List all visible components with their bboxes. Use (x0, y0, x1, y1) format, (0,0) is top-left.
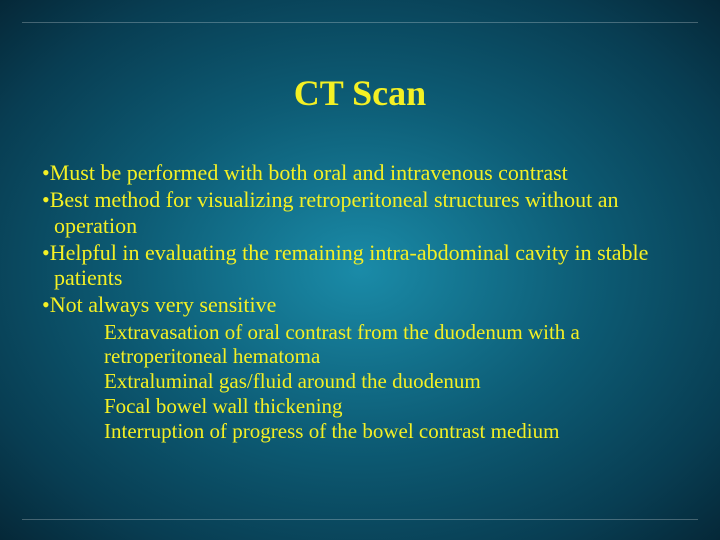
bullet-dot-icon: • (42, 160, 50, 185)
bullet-text: Must be performed with both oral and int… (50, 160, 568, 185)
sub-bullet-item: Interruption of progress of the bowel co… (104, 419, 678, 443)
bullet-text: Helpful in evaluating the remaining intr… (50, 240, 649, 290)
bullet-dot-icon: • (42, 240, 50, 265)
bullet-item: •Must be performed with both oral and in… (42, 160, 678, 185)
bullet-dot-icon: • (42, 187, 50, 212)
bullet-item: •Not always very sensitive (42, 292, 678, 317)
bullet-text: Not always very sensitive (50, 292, 277, 317)
bullet-dot-icon: • (42, 292, 50, 317)
bullet-text: Best method for visualizing retroperiton… (50, 187, 619, 237)
sub-bullet-item: Extravasation of oral contrast from the … (104, 320, 678, 368)
bullet-item: •Helpful in evaluating the remaining int… (42, 240, 678, 291)
sub-bullet-item: Focal bowel wall thickening (104, 394, 678, 418)
slide-content: •Must be performed with both oral and in… (42, 160, 678, 444)
bottom-divider (22, 519, 698, 520)
bullet-item: •Best method for visualizing retroperito… (42, 187, 678, 238)
slide-title: CT Scan (0, 72, 720, 114)
sub-bullet-item: Extraluminal gas/fluid around the duoden… (104, 369, 678, 393)
top-divider (22, 22, 698, 23)
sub-bullet-list: Extravasation of oral contrast from the … (42, 320, 678, 444)
slide-container: CT Scan •Must be performed with both ora… (0, 0, 720, 540)
